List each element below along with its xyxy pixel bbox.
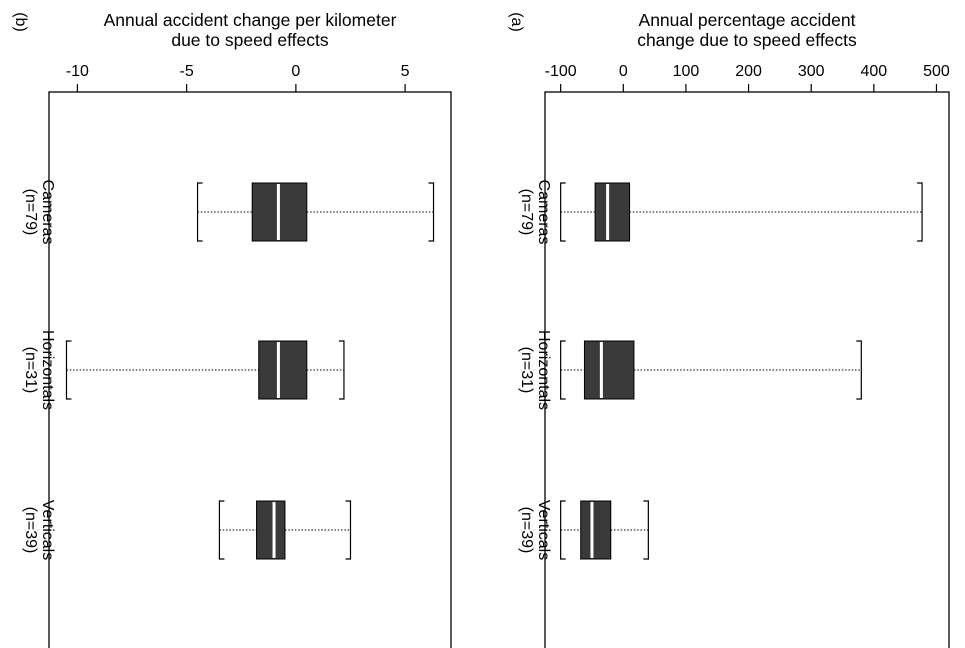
panel-b: Annual accident change per kilometerdue … — [12, 10, 452, 648]
chart-title-line-2: due to speed effects — [171, 30, 329, 50]
category-label: Cameras(n=79) — [518, 180, 552, 245]
tick-label: -10 — [66, 63, 89, 80]
tick-label: 0 — [291, 63, 300, 80]
chart-title-line-1: Annual percentage accident — [639, 10, 856, 30]
whisker-cap-max — [428, 182, 435, 242]
category-count: (n=79) — [22, 189, 39, 236]
category-count: (n=39) — [22, 507, 39, 554]
category-name: Verticals — [535, 500, 552, 560]
whisker-cap-max — [856, 340, 862, 400]
chart-title-line-1: Annual accident change per kilometer — [104, 10, 397, 30]
category-name: Horizontals — [535, 330, 552, 410]
plot-frame — [544, 91, 950, 648]
iqr-box — [258, 340, 308, 400]
whisker-cap-max — [917, 182, 923, 242]
category-name: Cameras — [39, 180, 56, 245]
category-count: (n=39) — [518, 507, 535, 554]
panel-label: (b) — [12, 12, 29, 32]
tick-label: -100 — [545, 63, 577, 80]
tick-label: 5 — [401, 63, 410, 80]
category-name: Horizontals — [39, 330, 56, 410]
panel-label: (a) — [508, 12, 525, 32]
whisker-cap-min — [65, 340, 72, 400]
iqr-box — [594, 182, 631, 242]
iqr-box — [580, 500, 612, 560]
plot-frame — [48, 91, 452, 648]
tick-label: 200 — [735, 63, 762, 80]
tick-label: 300 — [798, 63, 825, 80]
category-name: Cameras — [535, 180, 552, 245]
tick-label: 500 — [923, 63, 950, 80]
whisker-cap-min — [560, 340, 566, 400]
iqr-box — [583, 340, 635, 400]
category-label: Cameras(n=79) — [22, 180, 56, 245]
whisker-cap-max — [345, 500, 352, 560]
whisker-cap-min — [196, 182, 203, 242]
category-count: (n=79) — [518, 189, 535, 236]
chart-title-line-2: change due to speed effects — [637, 30, 857, 50]
whisker-cap-min — [218, 500, 225, 560]
whisker-cap-min — [560, 182, 566, 242]
tick-label: 400 — [860, 63, 887, 80]
tick-label: -5 — [180, 63, 194, 80]
category-label: Horizontals(n=31) — [22, 330, 56, 410]
iqr-box — [256, 500, 286, 560]
category-count: (n=31) — [518, 347, 535, 394]
category-count: (n=31) — [22, 347, 39, 394]
category-label: Verticals(n=39) — [22, 500, 56, 560]
category-name: Verticals — [39, 500, 56, 560]
whisker-cap-max — [338, 340, 345, 400]
category-label: Verticals(n=39) — [518, 500, 552, 560]
whisker-cap-min — [560, 500, 566, 560]
category-label: Horizontals(n=31) — [518, 330, 552, 410]
tick-label: 0 — [619, 63, 628, 80]
whisker-cap-max — [643, 500, 649, 560]
tick-label: 100 — [673, 63, 700, 80]
